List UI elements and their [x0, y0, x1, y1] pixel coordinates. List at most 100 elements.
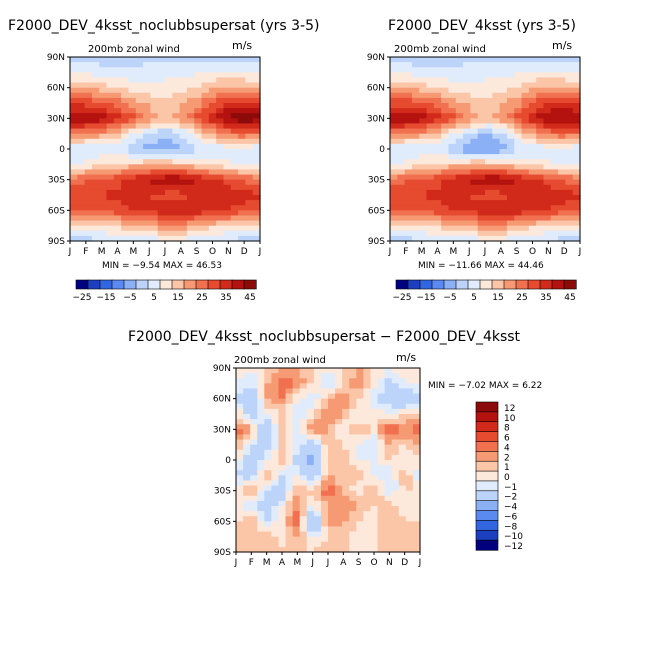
panel-2-cell [455, 230, 464, 237]
panel-1-cell [113, 215, 122, 222]
panel-3-cell [356, 434, 364, 441]
panel-2-cell [433, 179, 442, 186]
panel-3-cell [391, 444, 400, 451]
panel-3-cell [243, 511, 251, 517]
panel-1-cell [135, 87, 144, 94]
panel-3-cell [271, 500, 280, 507]
panel-1-ytick-label: 90N [47, 53, 65, 63]
panel-2-cell [485, 184, 493, 191]
panel-3-cell [412, 465, 421, 471]
panel-2-colorbar-tick-label: 45 [564, 293, 575, 303]
panel-3-xtick-label: M [293, 558, 301, 568]
panel-1-cell [128, 215, 137, 222]
panel-1-cell [91, 108, 100, 114]
panel-3-cell [377, 541, 386, 548]
panel-2-cell [470, 123, 479, 130]
panel-2-cell [426, 138, 435, 145]
panel-1-cell [128, 92, 137, 99]
panel-3-cell [349, 495, 357, 502]
panel-2-cell [565, 57, 574, 63]
panel-1-cell [91, 189, 100, 196]
panel-1-cell [70, 169, 78, 176]
panel-2-cell [397, 159, 406, 165]
panel-2-cell [404, 205, 413, 211]
panel-2-cell [492, 133, 501, 140]
panel-3-cell [412, 419, 421, 425]
panel-3-cell [384, 490, 393, 497]
panel-3-cell [398, 439, 407, 446]
panel-3-cell [384, 541, 393, 548]
panel-3-cell [377, 480, 386, 487]
panel-1-cell [84, 164, 93, 171]
panel-3-cell [313, 475, 322, 482]
panel-3-cell [292, 393, 301, 400]
panel-1-cell [91, 215, 100, 222]
panel-2-cell [426, 195, 435, 201]
panel-3-cell [243, 475, 251, 482]
panel-1-cell [91, 164, 100, 171]
panel-1-cell [135, 67, 144, 73]
panel-1-cell [135, 123, 144, 130]
panel-3-cell [292, 516, 301, 522]
panel-1-cell [172, 210, 181, 217]
panel-2-cell [485, 179, 493, 186]
panel-2-cell [470, 179, 479, 186]
panel-2-cell [455, 154, 464, 160]
panel-1-cell [70, 215, 78, 222]
panel-2-cell [448, 62, 457, 68]
panel-2-cell [572, 77, 581, 84]
panel-2-cell [470, 72, 479, 79]
panel-2-cell [455, 72, 464, 79]
panel-1-cell [113, 113, 122, 119]
panel-2-cell [514, 149, 523, 155]
panel-1-cell [70, 189, 78, 196]
panel-3-cell [398, 398, 407, 405]
panel-1-cell [143, 82, 151, 89]
panel-3-cell [405, 536, 414, 543]
panel-1-cell [186, 113, 195, 119]
panel-2-cell [470, 169, 479, 176]
panel-3-cell [278, 516, 287, 522]
panel-1-cell [201, 184, 210, 191]
panel-3-cell [377, 500, 386, 507]
panel-1-cell [99, 57, 108, 63]
panel-1-cell [157, 215, 166, 222]
panel-1-cell [238, 220, 246, 227]
panel-3-cell [271, 429, 280, 436]
panel-1-cell [179, 164, 188, 171]
panel-1-cell [194, 235, 203, 242]
panel-2-cell [433, 200, 442, 206]
panel-1-cell [194, 230, 203, 237]
panel-2-cell [499, 210, 508, 217]
panel-2-cell [521, 235, 530, 242]
panel-3-cell [412, 480, 421, 487]
panel-2-cell [477, 97, 486, 104]
panel-3-cell [271, 368, 280, 374]
panel-1-cell [186, 72, 195, 79]
panel-3-cell [285, 419, 294, 425]
panel-1-cell [128, 179, 137, 186]
panel-3-cell [285, 526, 294, 533]
panel-3-cell [363, 511, 372, 517]
panel-3-cell [313, 398, 322, 405]
panel-1-cell [157, 210, 166, 217]
panel-1-cell [186, 184, 195, 191]
panel-2-cell [477, 123, 486, 130]
panel-2-cell [426, 189, 435, 196]
panel-3-cell [342, 378, 350, 384]
panel-2-cell [536, 57, 545, 63]
panel-2-cell [448, 143, 457, 150]
panel-2-cell [463, 220, 471, 227]
panel-1-cell [157, 128, 166, 135]
panel-1-cell [150, 149, 159, 155]
panel-2-cell [441, 87, 450, 94]
panel-1-cell [70, 57, 78, 63]
panel-2-cell [397, 169, 406, 176]
panel-3-cell [349, 500, 357, 507]
panel-3-cell [278, 444, 287, 451]
panel-3-cell [356, 506, 364, 512]
panel-1-cell [113, 128, 122, 135]
panel-3-cell [363, 521, 372, 528]
panel-1-cell [245, 108, 254, 114]
panel-2-cell [390, 92, 398, 99]
